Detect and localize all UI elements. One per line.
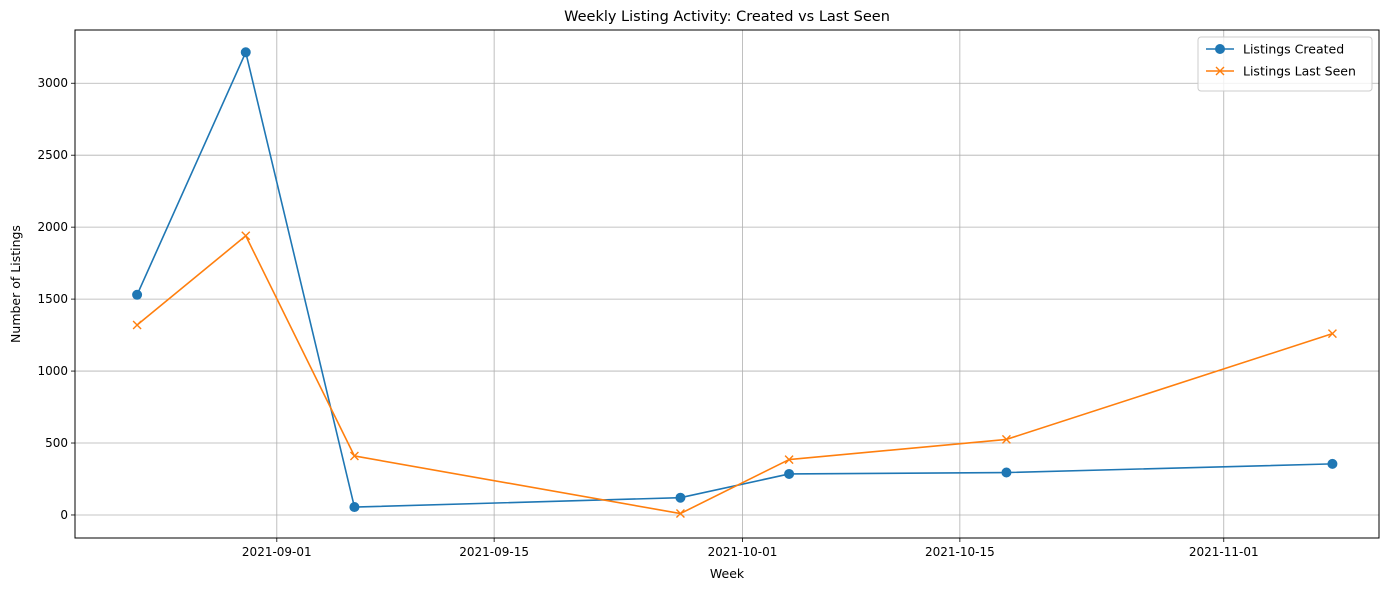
data-point	[1001, 434, 1011, 444]
x-tick-label: 2021-09-15	[459, 545, 529, 559]
data-point	[675, 509, 685, 519]
data-point	[675, 492, 686, 503]
y-tick-label: 2000	[37, 220, 68, 234]
y-tick-label: 1500	[37, 292, 68, 306]
data-point	[784, 468, 795, 479]
data-point	[1001, 467, 1012, 478]
plot-frame	[74, 29, 1380, 539]
x-tick-label: 2021-10-15	[925, 545, 995, 559]
y-tick-label: 1000	[37, 364, 68, 378]
y-axis-label: Number of Listings	[8, 225, 23, 343]
legend-label: Listings Created	[1243, 42, 1344, 57]
y-tick-label: 0	[60, 508, 68, 522]
chart-title: Weekly Listing Activity: Created vs Last…	[564, 9, 890, 25]
legend-marker	[1215, 66, 1225, 76]
y-tick-label: 500	[45, 436, 68, 450]
legend-entry: Listings Created	[1206, 42, 1344, 57]
legend-marker	[1215, 44, 1225, 54]
data-point	[349, 451, 359, 461]
data-point	[1327, 458, 1338, 469]
legend-box	[1197, 36, 1373, 92]
axis-ticks: 0 500 1000 1500 2000 2500 3000 2021-09-01 2021-0…	[37, 76, 1258, 559]
grid	[75, 30, 1379, 538]
data-point	[132, 289, 143, 300]
series-layer	[132, 47, 1338, 519]
legend: Listings Created Listings Last Seen	[1197, 36, 1373, 92]
x-tick-label: 2021-11-01	[1189, 545, 1259, 559]
series-0	[132, 47, 1338, 513]
series-1	[132, 231, 1337, 519]
y-tick-label: 3000	[37, 76, 68, 90]
data-point	[1327, 329, 1337, 339]
data-point	[349, 502, 360, 513]
data-point	[132, 320, 142, 330]
y-tick-label: 2500	[37, 148, 68, 162]
data-point	[240, 47, 251, 58]
x-axis-label: Week	[710, 566, 745, 581]
x-tick-label: 2021-10-01	[708, 545, 778, 559]
legend-entry: Listings Last Seen	[1206, 64, 1356, 79]
data-point	[241, 231, 251, 241]
legend-label: Listings Last Seen	[1243, 64, 1356, 79]
data-point	[784, 455, 794, 465]
x-tick-label: 2021-09-01	[242, 545, 312, 559]
